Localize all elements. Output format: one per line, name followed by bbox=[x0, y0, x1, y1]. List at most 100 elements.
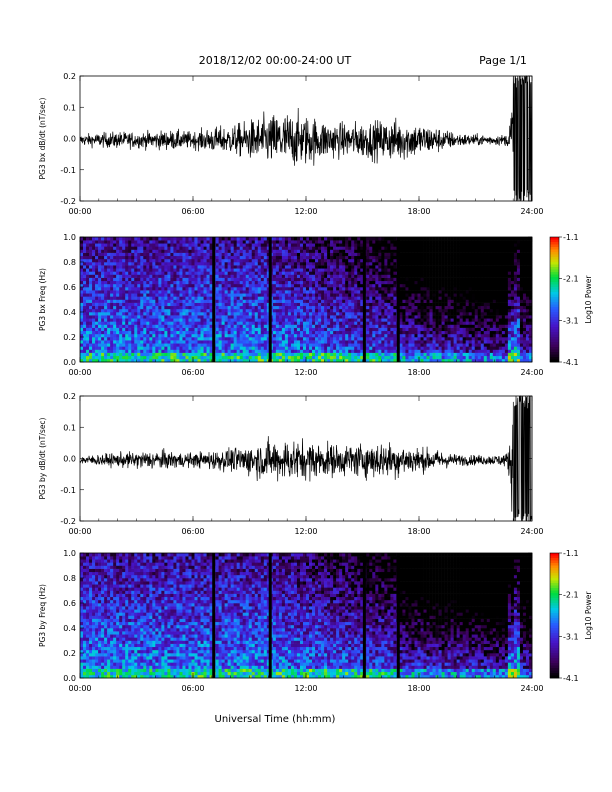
heatmap-cell bbox=[134, 293, 138, 297]
heatmap-cell bbox=[444, 290, 448, 294]
heatmap-cell bbox=[351, 255, 355, 260]
heatmap-cell bbox=[411, 318, 415, 322]
heatmap-cell bbox=[327, 312, 331, 316]
heatmap-cell bbox=[248, 321, 253, 325]
heatmap-cell bbox=[336, 346, 340, 350]
heatmap-cell bbox=[128, 340, 132, 344]
heatmap-cell bbox=[110, 305, 114, 310]
heatmap-cell bbox=[131, 355, 135, 360]
heatmap-cell bbox=[432, 255, 436, 260]
heatmap-cell bbox=[158, 343, 162, 347]
heatmap-cell bbox=[369, 352, 373, 357]
heatmap-cell bbox=[131, 258, 135, 263]
heatmap-cell bbox=[408, 240, 412, 244]
heatmap-cell bbox=[98, 305, 102, 310]
heatmap-cell bbox=[345, 352, 349, 357]
heatmap-cell bbox=[206, 240, 210, 244]
heatmap-cell bbox=[432, 346, 436, 350]
heatmap-cell bbox=[318, 246, 322, 250]
heatmap-cell bbox=[293, 277, 298, 282]
heatmap-cell bbox=[149, 277, 153, 282]
heatmap-cell bbox=[378, 287, 382, 291]
heatmap-cell bbox=[333, 252, 337, 257]
heatmap-cell bbox=[327, 327, 331, 332]
heatmap-cell bbox=[146, 358, 150, 363]
heatmap-cell bbox=[239, 265, 244, 269]
heatmap-cell bbox=[107, 355, 111, 360]
heatmap-cell bbox=[227, 246, 231, 250]
heatmap-cell bbox=[197, 346, 201, 350]
heatmap-cell bbox=[381, 265, 385, 269]
heatmap-cell bbox=[221, 346, 225, 350]
heatmap-cell bbox=[107, 312, 111, 316]
heatmap-cell bbox=[378, 262, 382, 266]
heatmap-cell bbox=[321, 243, 325, 247]
heatmap-cell bbox=[426, 258, 430, 263]
heatmap-cell bbox=[245, 302, 250, 307]
heatmap-cell bbox=[194, 302, 198, 307]
heatmap-cell bbox=[128, 305, 132, 310]
heatmap-cell bbox=[321, 321, 325, 325]
heatmap-cell bbox=[119, 243, 123, 247]
heatmap-cell bbox=[378, 271, 382, 275]
heatmap-cell bbox=[384, 324, 388, 328]
heatmap-cell bbox=[128, 265, 132, 269]
heatmap-cell bbox=[384, 305, 388, 310]
heatmap-cell bbox=[95, 352, 99, 357]
heatmap-cell bbox=[104, 337, 108, 341]
heatmap-cell bbox=[236, 299, 240, 303]
heatmap-cell bbox=[191, 258, 195, 263]
heatmap-cell bbox=[336, 324, 340, 328]
heatmap-cell bbox=[348, 296, 352, 300]
heatmap-cell bbox=[444, 333, 448, 338]
heatmap-cell bbox=[140, 340, 144, 344]
heatmap-cell bbox=[137, 305, 141, 310]
heatmap-cell bbox=[393, 296, 397, 300]
heatmap-cell bbox=[324, 340, 328, 344]
heatmap-cell bbox=[366, 237, 370, 241]
heatmap-cell bbox=[441, 299, 445, 303]
heatmap-cell bbox=[272, 352, 277, 357]
heatmap-cell bbox=[447, 265, 451, 269]
heatmap-cell bbox=[375, 296, 379, 300]
heatmap-cell bbox=[306, 252, 310, 257]
heatmap-cell bbox=[324, 283, 328, 288]
heatmap-cell bbox=[339, 252, 343, 257]
heatmap-cell bbox=[245, 305, 250, 310]
heatmap-cell bbox=[188, 346, 192, 350]
heatmap-cell bbox=[185, 305, 189, 310]
heatmap-cell bbox=[266, 308, 271, 313]
heatmap-cell bbox=[327, 287, 331, 291]
heatmap-cell bbox=[179, 333, 183, 338]
heatmap-cell bbox=[266, 283, 271, 288]
heatmap-cell bbox=[218, 255, 222, 260]
heatmap-cell bbox=[221, 340, 225, 344]
heatmap-cell bbox=[179, 346, 183, 350]
heatmap-cell bbox=[107, 343, 111, 347]
heatmap-cell bbox=[381, 283, 385, 288]
heatmap-cell bbox=[444, 312, 448, 316]
heatmap-cell bbox=[402, 358, 406, 363]
heatmap-cell bbox=[393, 262, 397, 266]
heatmap-cell bbox=[402, 290, 406, 294]
heatmap-cell bbox=[122, 287, 126, 291]
heatmap-cell bbox=[278, 283, 283, 288]
heatmap-cell bbox=[257, 305, 262, 310]
heatmap-cell bbox=[342, 299, 346, 303]
heatmap-cell bbox=[384, 343, 388, 347]
heatmap-cell bbox=[203, 274, 207, 278]
heatmap-cell bbox=[128, 274, 132, 278]
heatmap-cell bbox=[408, 324, 412, 328]
heatmap-cell bbox=[411, 243, 415, 247]
heatmap-cell bbox=[366, 337, 370, 341]
heatmap-cell bbox=[393, 352, 397, 357]
heatmap-cell bbox=[260, 277, 265, 282]
heatmap-cell bbox=[242, 337, 247, 341]
heatmap-cell bbox=[417, 268, 421, 272]
heatmap-cell bbox=[429, 327, 433, 332]
heatmap-cell bbox=[242, 352, 247, 357]
heatmap-cell bbox=[378, 252, 382, 257]
heatmap-cell bbox=[423, 249, 427, 253]
heatmap-cell bbox=[263, 268, 268, 272]
heatmap-cell bbox=[185, 280, 189, 285]
